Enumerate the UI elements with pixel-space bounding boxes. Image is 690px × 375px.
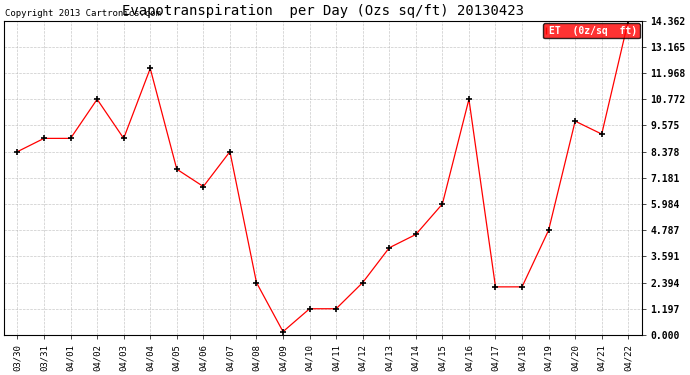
Title: Evapotranspiration  per Day (Ozs sq/ft) 20130423: Evapotranspiration per Day (Ozs sq/ft) 2…	[122, 4, 524, 18]
Legend: ET  (0z/sq  ft): ET (0z/sq ft)	[543, 22, 640, 39]
Text: Copyright 2013 Cartronics.com: Copyright 2013 Cartronics.com	[5, 9, 161, 18]
